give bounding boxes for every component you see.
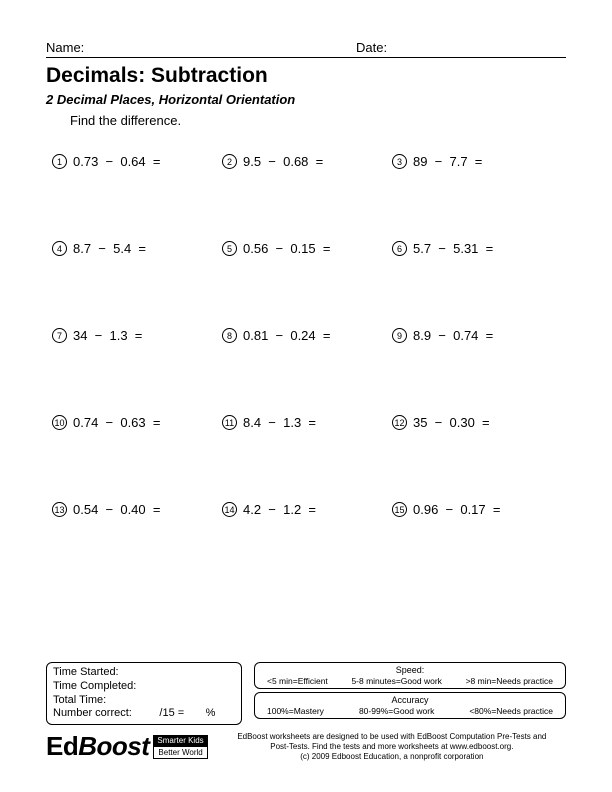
problem-expression: 89 − 7.7 = — [413, 154, 482, 169]
problem: 8 0.81 − 0.24 = — [222, 328, 392, 343]
name-label: Name: — [46, 40, 356, 55]
problem: 5 0.56 − 0.15 = — [222, 241, 392, 256]
worksheet-subtitle: 2 Decimal Places, Horizontal Orientation — [46, 92, 566, 107]
problem: 9 8.9 − 0.74 = — [392, 328, 562, 343]
problem-number: 3 — [392, 154, 407, 169]
problem: 10 0.74 − 0.63 = — [52, 415, 222, 430]
instruction-text: Find the difference. — [70, 113, 566, 128]
logo-tagline: Smarter Kids Better World — [153, 735, 207, 759]
problem: 15 0.96 − 0.17 = — [392, 502, 562, 517]
problem-number: 13 — [52, 502, 67, 517]
problem: 6 5.7 − 5.31 = — [392, 241, 562, 256]
time-box: Time Started: Time Completed: Total Time… — [46, 662, 242, 725]
logo-ed: Ed — [46, 731, 78, 761]
problem-number: 5 — [222, 241, 237, 256]
problem-number: 10 — [52, 415, 67, 430]
problem-row: 10 0.74 − 0.63 = 11 8.4 − 1.3 = 12 35 − 0.30 … — [52, 415, 566, 430]
accuracy-b: 80-99%=Good work — [359, 706, 434, 716]
problem-number: 9 — [392, 328, 407, 343]
problem: 4 8.7 − 5.4 = — [52, 241, 222, 256]
problem-number: 8 — [222, 328, 237, 343]
problem-number: 1 — [52, 154, 67, 169]
problem: 13 0.54 − 0.40 = — [52, 502, 222, 517]
total-time-label: Total Time: — [53, 694, 235, 708]
footer-line-3: (c) 2009 Edboost Education, a nonprofit … — [218, 752, 566, 762]
speed-b: 5-8 minutes=Good work — [351, 676, 441, 686]
logo: EdBoost — [46, 731, 149, 762]
problem-number: 12 — [392, 415, 407, 430]
problem-expression: 0.74 − 0.63 = — [73, 415, 160, 430]
tagline-top: Smarter Kids — [153, 735, 207, 746]
speed-a: <5 min=Efficient — [267, 676, 328, 686]
time-started-label: Time Started: — [53, 666, 235, 680]
problem: 12 35 − 0.30 = — [392, 415, 562, 430]
problem-expression: 0.54 − 0.40 = — [73, 502, 160, 517]
logo-boost: Boost — [78, 731, 149, 761]
accuracy-a: 100%=Mastery — [267, 706, 324, 716]
problem: 11 8.4 − 1.3 = — [222, 415, 392, 430]
problem-expression: 8.7 − 5.4 = — [73, 241, 146, 256]
accuracy-box: Accuracy 100%=Mastery 80-99%=Good work <… — [254, 692, 566, 719]
problem: 2 9.5 − 0.68 = — [222, 154, 392, 169]
number-correct-row: Number correct: /15 = % — [53, 707, 235, 721]
problem-number: 15 — [392, 502, 407, 517]
problem-expression: 4.2 − 1.2 = — [243, 502, 316, 517]
problem-expression: 0.96 − 0.17 = — [413, 502, 500, 517]
footer-text: EdBoost worksheets are designed to be us… — [208, 732, 566, 762]
footer-line-2: Post-Tests. Find the tests and more work… — [218, 742, 566, 752]
header-rule — [46, 57, 566, 58]
problem-expression: 0.73 − 0.64 = — [73, 154, 160, 169]
problem-row: 1 0.73 − 0.64 = 2 9.5 − 0.68 = 3 89 − 7.7 = — [52, 154, 566, 169]
problems-grid: 10.73 − 0.64 =29.5 − 0.68 =389 − 7.7 =48… — [52, 154, 566, 517]
problem-row: 4 8.7 − 5.4 = 5 0.56 − 0.15 = 6 5.7 − 5.31 = — [52, 241, 566, 256]
problem-row: 13 0.54 − 0.40 = 14 4.2 − 1.2 = 15 0.96 − 0.1… — [52, 502, 566, 517]
problem-number: 6 — [392, 241, 407, 256]
problem: 3 89 − 7.7 = — [392, 154, 562, 169]
problem-number: 2 — [222, 154, 237, 169]
number-correct-denom: /15 = — [159, 707, 184, 719]
problem-expression: 9.5 − 0.68 = — [243, 154, 323, 169]
problem-expression: 0.81 − 0.24 = — [243, 328, 330, 343]
problem-expression: 8.9 − 0.74 = — [413, 328, 493, 343]
problem-expression: 34 − 1.3 = — [73, 328, 142, 343]
speed-title: Speed: — [263, 665, 557, 675]
date-label: Date: — [356, 40, 476, 55]
problem-number: 4 — [52, 241, 67, 256]
problem-number: 7 — [52, 328, 67, 343]
worksheet-title: Decimals: Subtraction — [46, 64, 566, 88]
speed-c: >8 min=Needs practice — [466, 676, 553, 686]
speed-box: Speed: <5 min=Efficient 5-8 minutes=Good… — [254, 662, 566, 689]
tagline-bottom: Better World — [153, 746, 207, 759]
problem-number: 14 — [222, 502, 237, 517]
accuracy-c: <80%=Needs practice — [469, 706, 553, 716]
problem: 7 34 − 1.3 = — [52, 328, 222, 343]
problem-expression: 35 − 0.30 = — [413, 415, 490, 430]
problem-number: 11 — [222, 415, 237, 430]
time-completed-label: Time Completed: — [53, 680, 235, 694]
number-correct-pct: % — [206, 707, 216, 719]
problem-expression: 5.7 − 5.31 = — [413, 241, 493, 256]
problem-row: 7 34 − 1.3 = 8 0.81 − 0.24 = 9 8.9 − 0.74 = — [52, 328, 566, 343]
problem-expression: 0.56 − 0.15 = — [243, 241, 330, 256]
number-correct-label: Number correct: — [53, 707, 132, 719]
accuracy-title: Accuracy — [263, 695, 557, 705]
problem-expression: 8.4 − 1.3 = — [243, 415, 316, 430]
problem: 1 0.73 − 0.64 = — [52, 154, 222, 169]
problem: 14 4.2 − 1.2 = — [222, 502, 392, 517]
footer-line-1: EdBoost worksheets are designed to be us… — [218, 732, 566, 742]
